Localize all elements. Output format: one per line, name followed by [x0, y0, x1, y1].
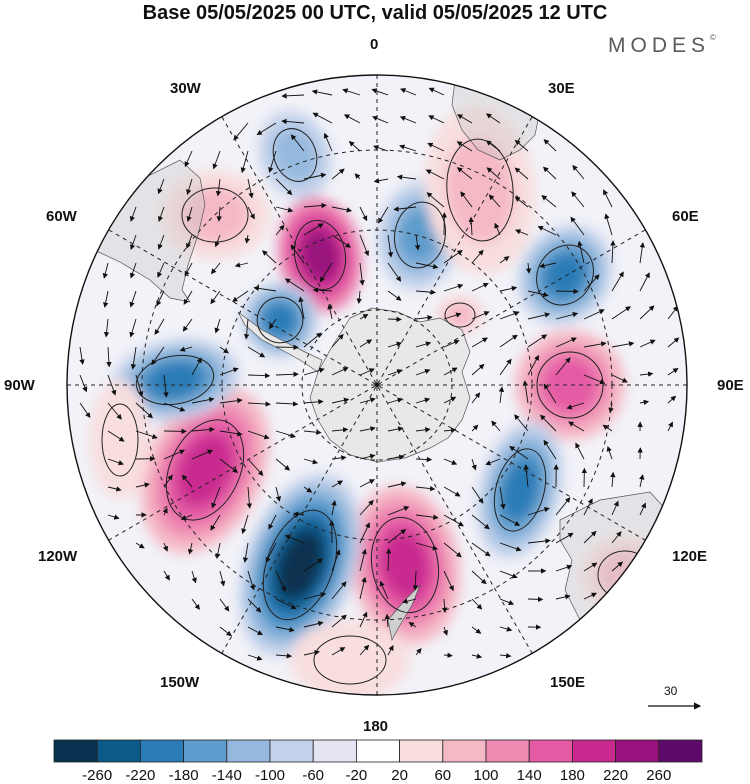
colorbar-swatch-7	[356, 740, 399, 762]
colorbar-swatch-5	[270, 740, 313, 762]
colorbar-tick-3: -140	[212, 767, 242, 784]
colorbar	[54, 740, 702, 762]
lon-label-30w: 30W	[170, 80, 201, 97]
lon-label-0: 0	[370, 36, 378, 53]
colorbar-swatch-3	[184, 740, 227, 762]
lon-label-60w: 60W	[46, 208, 77, 225]
colorbar-tick-5: -60	[302, 767, 324, 784]
colorbar-swatch-10	[486, 740, 529, 762]
lon-label-180: 180	[363, 718, 388, 735]
lon-label-150w: 150W	[160, 674, 199, 691]
colorbar-swatch-2	[140, 740, 183, 762]
colorbar-tick-10: 140	[517, 767, 542, 784]
colorbar-swatch-0	[54, 740, 97, 762]
australia-landmass	[560, 492, 668, 630]
colorbar-swatch-8	[400, 740, 443, 762]
lon-label-90w: 90W	[4, 377, 35, 394]
colorbar-swatch-1	[97, 740, 140, 762]
wind-vector-arrow	[528, 599, 542, 600]
colorbar-tick-12: 220	[603, 767, 628, 784]
colorbar-swatch-6	[313, 740, 356, 762]
lon-label-30e: 30E	[548, 80, 575, 97]
reference-vector-label: 30	[664, 684, 677, 698]
colorbar-swatch-11	[529, 740, 572, 762]
colorbar-tick-7: 20	[391, 767, 408, 784]
colorbar-swatch-9	[443, 740, 486, 762]
colorbar-tick-13: 260	[646, 767, 671, 784]
colorbar-tick-9: 100	[473, 767, 498, 784]
colorbar-tick-8: 60	[434, 767, 451, 784]
colorbar-tick-2: -180	[169, 767, 199, 784]
colorbar-tick-1: -220	[125, 767, 155, 784]
colorbar-tick-0: -260	[82, 767, 112, 784]
colorbar-swatch-4	[227, 740, 270, 762]
wind-vector-arrow	[556, 291, 578, 292]
colorbar-swatch-14	[659, 740, 702, 762]
wind-vector-arrow	[388, 319, 401, 320]
lon-label-60e: 60E	[672, 208, 699, 225]
colorbar-tick-6: -20	[346, 767, 368, 784]
colorbar-tick-4: -100	[255, 767, 285, 784]
pole-marker	[375, 383, 379, 387]
lon-label-120w: 120W	[38, 548, 77, 565]
anomaly-pos-blob-15-level-0	[90, 380, 150, 500]
lon-label-120e: 120E	[672, 548, 707, 565]
colorbar-swatch-12	[572, 740, 615, 762]
lon-label-150e: 150E	[550, 674, 585, 691]
colorbar-swatch-13	[616, 740, 659, 762]
lon-label-90e: 90E	[717, 377, 744, 394]
colorbar-tick-11: 180	[560, 767, 585, 784]
